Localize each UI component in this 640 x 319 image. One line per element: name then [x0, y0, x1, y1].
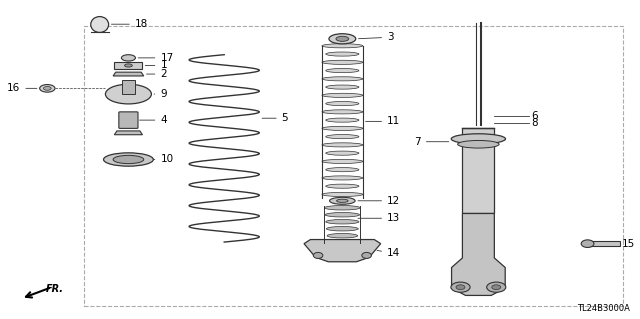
Bar: [122, 80, 135, 94]
Ellipse shape: [326, 226, 358, 231]
Text: FR.: FR.: [45, 284, 63, 294]
Ellipse shape: [324, 205, 360, 210]
Bar: [463, 128, 494, 213]
Ellipse shape: [326, 69, 359, 73]
Ellipse shape: [322, 160, 363, 163]
FancyBboxPatch shape: [119, 112, 138, 128]
Text: 3: 3: [358, 32, 394, 42]
Ellipse shape: [113, 155, 144, 164]
Text: 18: 18: [111, 19, 148, 29]
Ellipse shape: [322, 60, 363, 64]
Ellipse shape: [336, 36, 349, 41]
Ellipse shape: [91, 17, 109, 33]
Ellipse shape: [322, 110, 363, 114]
Polygon shape: [113, 72, 144, 76]
Ellipse shape: [326, 151, 359, 155]
Ellipse shape: [106, 84, 152, 104]
Ellipse shape: [326, 167, 359, 172]
Bar: [588, 241, 620, 246]
Ellipse shape: [322, 176, 363, 180]
Bar: [115, 62, 143, 69]
Text: 2: 2: [147, 69, 167, 79]
Text: 7: 7: [414, 137, 449, 147]
Text: 4: 4: [140, 115, 167, 125]
Ellipse shape: [581, 240, 594, 248]
Ellipse shape: [330, 197, 355, 204]
Text: 5: 5: [262, 113, 288, 123]
Ellipse shape: [40, 85, 55, 92]
Text: TL24B3000A: TL24B3000A: [577, 304, 630, 313]
Ellipse shape: [44, 86, 51, 90]
Text: 14: 14: [377, 248, 400, 258]
Text: 10: 10: [154, 154, 173, 165]
Ellipse shape: [329, 34, 356, 44]
Ellipse shape: [322, 93, 363, 97]
Ellipse shape: [326, 184, 359, 188]
Ellipse shape: [492, 285, 500, 290]
Ellipse shape: [326, 135, 359, 139]
Ellipse shape: [327, 234, 358, 238]
Ellipse shape: [122, 55, 136, 61]
Ellipse shape: [337, 199, 348, 202]
Text: 15: 15: [622, 239, 636, 249]
Ellipse shape: [451, 282, 470, 292]
Ellipse shape: [458, 140, 499, 148]
Text: 6: 6: [531, 111, 538, 121]
Text: 9: 9: [154, 89, 167, 99]
Text: 17: 17: [138, 53, 173, 63]
Ellipse shape: [322, 44, 363, 48]
Ellipse shape: [322, 77, 363, 81]
Polygon shape: [115, 131, 143, 135]
Ellipse shape: [104, 153, 154, 166]
Ellipse shape: [362, 252, 371, 258]
Text: 8: 8: [531, 118, 538, 128]
Text: 13: 13: [358, 213, 400, 223]
Text: 12: 12: [358, 196, 400, 206]
Ellipse shape: [451, 134, 506, 144]
Ellipse shape: [322, 143, 363, 147]
Ellipse shape: [322, 126, 363, 130]
Ellipse shape: [326, 219, 359, 224]
Text: 11: 11: [365, 116, 400, 126]
Ellipse shape: [314, 252, 323, 258]
Ellipse shape: [326, 101, 359, 106]
Ellipse shape: [125, 64, 132, 67]
Ellipse shape: [326, 52, 359, 56]
Text: 16: 16: [7, 83, 37, 93]
Text: 1: 1: [145, 61, 167, 70]
Polygon shape: [304, 240, 381, 262]
Ellipse shape: [326, 118, 359, 122]
Ellipse shape: [325, 212, 360, 217]
Polygon shape: [452, 213, 505, 295]
Ellipse shape: [326, 85, 359, 89]
Ellipse shape: [456, 285, 465, 290]
Ellipse shape: [486, 282, 506, 292]
Ellipse shape: [322, 192, 363, 197]
